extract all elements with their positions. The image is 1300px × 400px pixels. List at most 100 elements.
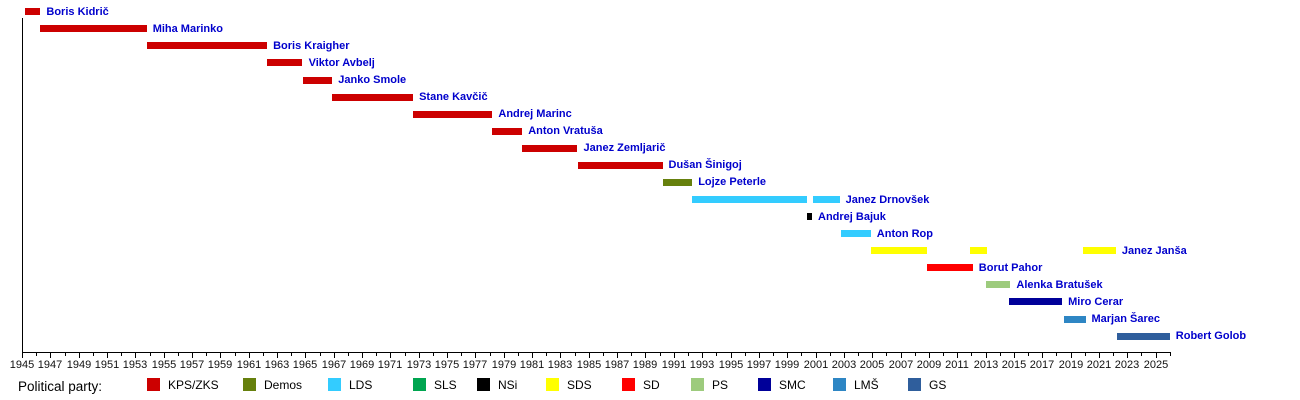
pm-term-bar xyxy=(332,93,414,101)
legend-color-swatch xyxy=(147,378,160,391)
legend-color-swatch xyxy=(546,378,559,391)
x-axis-tick-label: 2021 xyxy=(1086,359,1112,371)
legend-party-label: NSi xyxy=(498,378,518,392)
x-axis-minor-tick xyxy=(461,352,462,356)
x-axis-minor-tick xyxy=(121,352,122,356)
x-axis-minor-tick xyxy=(1028,352,1029,356)
x-axis-minor-tick xyxy=(971,352,972,356)
x-axis-minor-tick xyxy=(1170,352,1171,356)
legend-party-label: SLS xyxy=(434,378,457,392)
pm-term-bar xyxy=(813,196,840,203)
legend-party-label: KPS/ZKS xyxy=(168,378,219,392)
pm-term-bar xyxy=(870,247,928,255)
pm-term-bar xyxy=(24,8,41,16)
x-axis-major-tick xyxy=(787,352,788,358)
x-axis-major-tick xyxy=(164,352,165,358)
pm-term-bar xyxy=(841,230,871,238)
pm-name-label: Janez Zemljarič xyxy=(583,142,666,155)
legend-color-swatch xyxy=(477,378,490,391)
x-axis-major-tick xyxy=(192,352,193,358)
x-axis-minor-tick xyxy=(858,352,859,356)
x-axis-tick-label: 1947 xyxy=(37,359,63,371)
legend-color-swatch xyxy=(243,378,256,391)
x-axis-minor-tick xyxy=(915,352,916,356)
x-axis-tick-label: 2001 xyxy=(803,359,829,371)
x-axis-major-tick xyxy=(79,352,80,358)
x-axis-tick-label: 1993 xyxy=(689,359,715,371)
x-axis-tick-label: 1997 xyxy=(746,359,772,371)
x-axis-tick-label: 1967 xyxy=(321,359,347,371)
x-axis-major-tick xyxy=(532,352,533,358)
x-axis-minor-tick xyxy=(716,352,717,356)
x-axis-tick-label: 1959 xyxy=(207,359,233,371)
x-axis-tick-label: 2017 xyxy=(1029,359,1055,371)
x-axis-major-tick xyxy=(305,352,306,358)
x-axis-minor-tick xyxy=(660,352,661,356)
x-axis-major-tick xyxy=(362,352,363,358)
pm-term-bar xyxy=(267,59,303,67)
x-axis-tick-label: 1987 xyxy=(604,359,630,371)
x-axis-minor-tick xyxy=(93,352,94,356)
pm-name-label: Boris Kidrič xyxy=(46,5,109,18)
pm-term-bar xyxy=(577,161,663,169)
x-axis-major-tick xyxy=(107,352,108,358)
pm-term-bar xyxy=(692,196,807,203)
pm-name-label: Alenka Bratušek xyxy=(1016,278,1103,291)
x-axis-major-tick xyxy=(447,352,448,358)
x-axis-tick-label: 1969 xyxy=(349,359,375,371)
x-axis-minor-tick xyxy=(546,352,547,356)
x-axis-minor-tick xyxy=(943,352,944,356)
x-axis-tick-label: 1979 xyxy=(491,359,517,371)
x-axis-minor-tick xyxy=(688,352,689,356)
legend-color-swatch xyxy=(758,378,771,391)
x-axis-minor-tick xyxy=(518,352,519,356)
pm-name-label: Andrej Marinc xyxy=(498,108,572,121)
x-axis-major-tick xyxy=(560,352,561,358)
legend-party-label: GS xyxy=(929,378,947,392)
x-axis-tick-label: 1957 xyxy=(179,359,205,371)
x-axis-minor-tick xyxy=(886,352,887,356)
x-axis-major-tick xyxy=(929,352,930,358)
x-axis-major-tick xyxy=(617,352,618,358)
x-axis-major-tick xyxy=(1127,352,1128,358)
x-axis-minor-tick xyxy=(773,352,774,356)
x-axis-tick-label: 1999 xyxy=(774,359,800,371)
pm-term-bar xyxy=(985,281,1011,289)
pm-term-bar xyxy=(926,264,973,272)
x-axis-tick-label: 1963 xyxy=(264,359,290,371)
x-axis-tick-label: 1989 xyxy=(632,359,658,371)
x-axis-tick-label: 1991 xyxy=(661,359,687,371)
x-axis-tick-label: 1973 xyxy=(406,359,432,371)
x-axis-minor-tick xyxy=(603,352,604,356)
x-axis-major-tick xyxy=(475,352,476,358)
x-axis-tick-label: 2019 xyxy=(1058,359,1084,371)
pm-term-bar xyxy=(413,110,493,118)
x-axis-major-tick xyxy=(277,352,278,358)
pm-name-label: Miro Cerar xyxy=(1068,295,1124,308)
pm-name-label: Janez Janša xyxy=(1121,244,1187,257)
legend-color-swatch xyxy=(413,378,426,391)
pm-term-bar xyxy=(522,144,578,152)
pm-name-label: Miha Marinko xyxy=(152,22,223,35)
x-axis-minor-tick xyxy=(291,352,292,356)
x-axis-minor-tick xyxy=(1000,352,1001,356)
pm-term-bar xyxy=(970,247,987,255)
legend-party-label: SDS xyxy=(567,378,592,392)
pm-name-label: Robert Golob xyxy=(1175,330,1247,342)
x-axis-line xyxy=(22,352,1171,353)
x-axis-tick-label: 2005 xyxy=(859,359,885,371)
x-axis-major-tick xyxy=(135,352,136,358)
x-axis-major-tick xyxy=(872,352,873,358)
x-axis-major-tick xyxy=(1071,352,1072,358)
x-axis-tick-label: 2023 xyxy=(1114,359,1140,371)
pm-term-bar xyxy=(1083,247,1116,255)
pm-term-bar xyxy=(807,213,812,220)
pm-term-bar xyxy=(146,42,268,50)
x-axis-major-tick xyxy=(249,352,250,358)
pm-name-label: Dušan Šinigoj xyxy=(668,159,742,172)
x-axis-minor-tick xyxy=(433,352,434,356)
x-axis-tick-label: 2011 xyxy=(945,359,969,371)
legend-color-swatch xyxy=(833,378,846,391)
